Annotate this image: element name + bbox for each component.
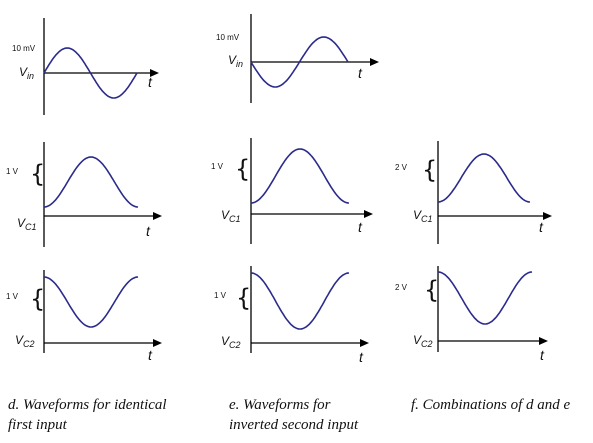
time-axis-arrow xyxy=(543,212,552,220)
signal-label: Vin xyxy=(228,53,243,69)
signal-label: VC2 xyxy=(221,334,241,350)
signal-label: VC2 xyxy=(15,333,35,349)
scale-label: 2 V xyxy=(395,283,408,292)
vc1-panel-inverted: 1 V { VC1 t xyxy=(211,138,373,244)
vc2-panel-combined: 2 V { VC2 t xyxy=(395,266,548,363)
time-axis-arrow xyxy=(153,339,162,347)
time-label: t xyxy=(359,349,364,365)
amplitude-brace: { xyxy=(236,284,251,312)
signal-label: Vin xyxy=(19,65,34,81)
time-label: t xyxy=(358,65,363,81)
scale-label: 1 V xyxy=(6,167,19,176)
scale-label: 2 V xyxy=(395,163,408,172)
time-axis-arrow xyxy=(153,212,162,220)
time-axis-arrow xyxy=(364,210,373,218)
waveform-trace xyxy=(43,276,139,328)
waveform-trace xyxy=(43,156,139,208)
signal-label: VC1 xyxy=(221,208,241,224)
amplitude-brace: { xyxy=(235,155,250,183)
scale-label: 10 mV xyxy=(216,33,240,42)
vc2-panel-inverted: 1 V { VC2 t xyxy=(214,266,369,365)
amplitude-brace: { xyxy=(422,156,437,184)
time-axis-arrow xyxy=(370,58,379,66)
signal-label: VC2 xyxy=(413,333,433,349)
caption-f: f. Combinations of d and e xyxy=(411,395,570,415)
time-axis-arrow xyxy=(539,337,548,345)
waveform-trace xyxy=(250,36,349,88)
caption-f-line-1: f. Combinations of d and e xyxy=(411,397,571,413)
waveform-trace xyxy=(437,271,533,325)
caption-e: e. Waveforms for inverted second input xyxy=(229,395,358,435)
vin-panel-identical: 10 mV Vin t xyxy=(12,18,159,115)
time-label: t xyxy=(148,347,153,363)
vin-panel-inverted: 10 mV Vin t xyxy=(216,14,379,103)
time-axis-arrow xyxy=(360,339,369,347)
vc1-panel-combined: 2 V { VC1 t xyxy=(395,141,552,244)
signal-label: VC1 xyxy=(17,216,37,232)
waveform-trace xyxy=(437,153,531,203)
scale-label: 1 V xyxy=(211,162,224,171)
amplitude-brace: { xyxy=(30,285,45,313)
scale-label: 10 mV xyxy=(12,44,36,53)
caption-d: d. Waveforms for identical first input xyxy=(8,395,167,435)
waveform-trace xyxy=(43,47,138,99)
signal-label: VC1 xyxy=(413,208,433,224)
time-label: t xyxy=(540,347,545,363)
time-axis-arrow xyxy=(150,69,159,77)
waveform-trace xyxy=(250,272,350,330)
time-label: t xyxy=(146,223,151,239)
vc1-panel-identical: 1 V { VC1 t xyxy=(6,142,162,247)
caption-e-line-2: inverted second input xyxy=(229,417,359,433)
caption-d-line-2: first input xyxy=(8,417,67,433)
time-label: t xyxy=(358,219,363,235)
time-label: t xyxy=(148,74,153,90)
time-label: t xyxy=(539,219,544,235)
amplitude-brace: { xyxy=(30,160,45,188)
scale-label: 1 V xyxy=(214,291,227,300)
caption-e-line-1: e. Waveforms for xyxy=(229,397,331,413)
vc2-panel-identical: 1 V { VC2 t xyxy=(6,270,162,363)
scale-label: 1 V xyxy=(6,292,19,301)
caption-d-line-1: d. Waveforms for identical xyxy=(8,397,167,413)
amplitude-brace: { xyxy=(424,276,439,304)
waveform-trace xyxy=(250,148,350,204)
